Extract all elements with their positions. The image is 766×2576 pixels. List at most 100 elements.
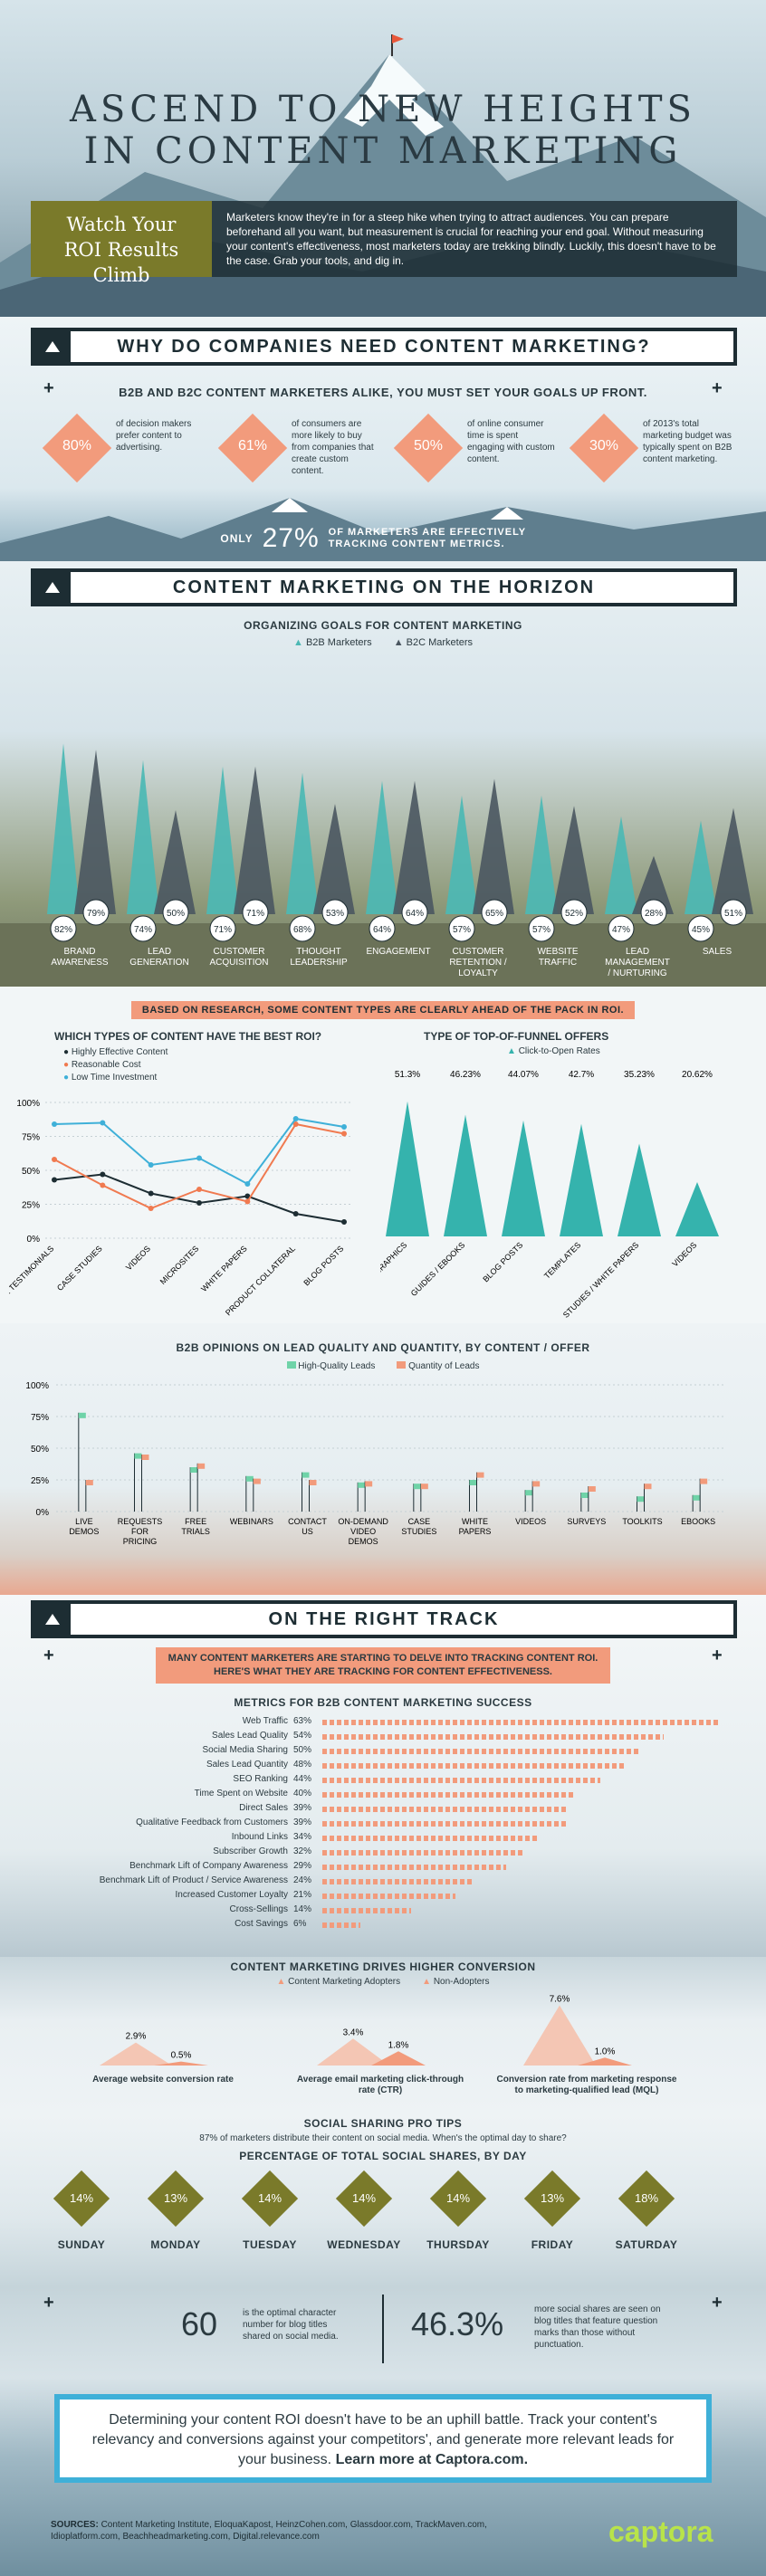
metric-value: 63% <box>293 1716 312 1726</box>
lead-flag <box>134 1453 142 1459</box>
lead-flag <box>197 1463 206 1469</box>
metric-bar <box>322 1720 721 1725</box>
goal-label: LOYALTY <box>458 968 498 978</box>
legend-quality: High-Quality Leads <box>286 1361 375 1371</box>
metric-label: Benchmark Lift of Company Awareness <box>129 1861 288 1871</box>
x-tick: VIDEOS <box>515 1517 546 1526</box>
goal-label: ACQUISITION <box>209 958 268 968</box>
horizon-section: CONTENT MARKETING ON THE HORIZON ORGANIZ… <box>0 561 766 987</box>
metric-value: 39% <box>293 1803 312 1813</box>
data-point <box>292 1121 299 1127</box>
adopter-value: 7.6% <box>550 1995 570 2005</box>
b2c-value: 52% <box>565 909 583 919</box>
captora-logo[interactable]: captora <box>608 2515 713 2548</box>
only-pct: 27% <box>262 523 320 553</box>
x-tick: MICROSITES <box>158 1244 201 1286</box>
goal-label: MANAGEMENT <box>605 958 670 968</box>
b2b-peak <box>127 759 159 914</box>
goal-label: ENGAGEMENT <box>366 947 430 957</box>
lead-flag <box>365 1481 373 1487</box>
y-tick: 50% <box>31 1445 49 1455</box>
metric-label: Qualitative Feedback from Customers <box>136 1818 288 1827</box>
x-tick: DEMOS <box>69 1527 99 1536</box>
offer-peak <box>675 1182 719 1236</box>
why-title: WHY DO COMPANIES NEED CONTENT MARKETING? <box>117 336 651 357</box>
non-adopter-value: 1.8% <box>388 2040 409 2050</box>
adopter-peak <box>317 2038 389 2066</box>
stat-text: of decision makers prefer content to adv… <box>116 419 192 453</box>
data-point <box>244 1193 251 1199</box>
stat-value: 80% <box>62 438 92 453</box>
track-intro: MANY CONTENT MARKETERS ARE STARTING TO D… <box>156 1647 610 1684</box>
x-tick: GUIDES / EBOOKS <box>409 1240 467 1298</box>
y-tick: 25% <box>31 1476 49 1486</box>
tip1-text: is the optimal character number for blog… <box>243 2308 339 2342</box>
subtitle-box: Watch Your ROI Results Climb <box>31 201 212 286</box>
lead-flag <box>253 1478 261 1484</box>
data-point <box>341 1131 347 1137</box>
lead-flag <box>420 1484 428 1490</box>
metric-label: Subscriber Growth <box>213 1846 288 1856</box>
data-point <box>148 1206 154 1211</box>
conversion-section: CONTENT MARKETING DRIVES HIGHER CONVERSI… <box>0 1957 766 2115</box>
y-tick: 100% <box>25 1381 49 1391</box>
goals-title: ORGANIZING GOALS FOR CONTENT MARKETING <box>244 619 522 632</box>
day-value: 14% <box>445 2191 471 2205</box>
metric-label: Cost Savings <box>235 1919 288 1929</box>
conversion-label: Conversion rate from marketing response … <box>496 2075 677 2095</box>
metric-value: 34% <box>293 1832 312 1842</box>
x-tick: TOOLKITS <box>622 1517 662 1526</box>
x-tick: WHITE <box>462 1517 488 1526</box>
cta-link[interactable]: Learn more at Captora.com. <box>335 2452 529 2467</box>
ground <box>0 923 766 987</box>
horizon-banner: CONTENT MARKETING ON THE HORIZON <box>31 568 737 606</box>
conv-title: CONTENT MARKETING DRIVES HIGHER CONVERSI… <box>230 1961 536 1973</box>
offer-value: 35.23% <box>624 1070 655 1080</box>
lead-flag <box>637 1496 645 1503</box>
y-tick: 75% <box>22 1133 40 1143</box>
stat-value: 61% <box>237 438 268 453</box>
metric-value: 54% <box>293 1731 312 1741</box>
roi-section: BASED ON RESEARCH, SOME CONTENT TYPES AR… <box>0 987 766 1323</box>
tip1-number: 60 <box>181 2305 218 2342</box>
metric-label: Web Traffic <box>242 1716 288 1726</box>
b2c-value: 64% <box>406 909 424 919</box>
lead-flag <box>78 1412 86 1418</box>
offer-peak <box>618 1143 661 1236</box>
x-tick: STUDIES <box>401 1527 436 1536</box>
day-name: SATURDAY <box>615 2238 678 2251</box>
lead-flag <box>190 1467 198 1473</box>
goals-chart: 82%79%BRANDAWARENESS74%50%LEADGENERATION… <box>0 743 766 987</box>
x-tick: TRIALS <box>181 1527 210 1536</box>
goal-label: AWARENESS <box>51 958 108 968</box>
b2b-value-bubble <box>50 915 77 942</box>
plus-icon: + <box>712 378 723 398</box>
day-name: THURSDAY <box>426 2238 490 2251</box>
metric-bar <box>322 1894 455 1899</box>
b2b-value-bubble <box>289 915 316 942</box>
tofu-legend: ▲ Click-to-Open Rates <box>507 1046 600 1056</box>
social-section: SOCIAL SHARING PRO TIPS 87% of marketers… <box>0 2115 766 2287</box>
metric-bar <box>322 1836 538 1841</box>
horizon-title: CONTENT MARKETING ON THE HORIZON <box>172 577 596 597</box>
x-tick: TEMPLATES <box>542 1240 582 1280</box>
metric-value: 40% <box>293 1789 312 1798</box>
offer-peak <box>444 1114 487 1236</box>
x-tick: FREE <box>185 1517 206 1526</box>
metric-bar <box>322 1763 627 1769</box>
offer-peak <box>560 1123 603 1236</box>
metric-label: Inbound Links <box>231 1832 288 1842</box>
lead-flag <box>700 1478 708 1484</box>
cta-box: Determining your content ROI doesn't hav… <box>54 2394 712 2483</box>
b2c-value-bubble <box>162 899 189 926</box>
x-tick: VIDEO <box>350 1527 376 1536</box>
data-point <box>292 1211 299 1216</box>
legend-b2c: ▲ B2C Marketers <box>393 637 473 648</box>
y-tick: 25% <box>22 1201 40 1211</box>
non-adopter-peak <box>371 2051 426 2066</box>
conversion-label: Average website conversion rate <box>92 2075 234 2085</box>
adopter-peak <box>523 2005 596 2066</box>
day-value: 14% <box>69 2191 94 2205</box>
social-title: SOCIAL SHARING PRO TIPS <box>303 2117 463 2130</box>
leads-title: B2B OPINIONS ON LEAD QUALITY AND QUANTIT… <box>176 1341 590 1354</box>
